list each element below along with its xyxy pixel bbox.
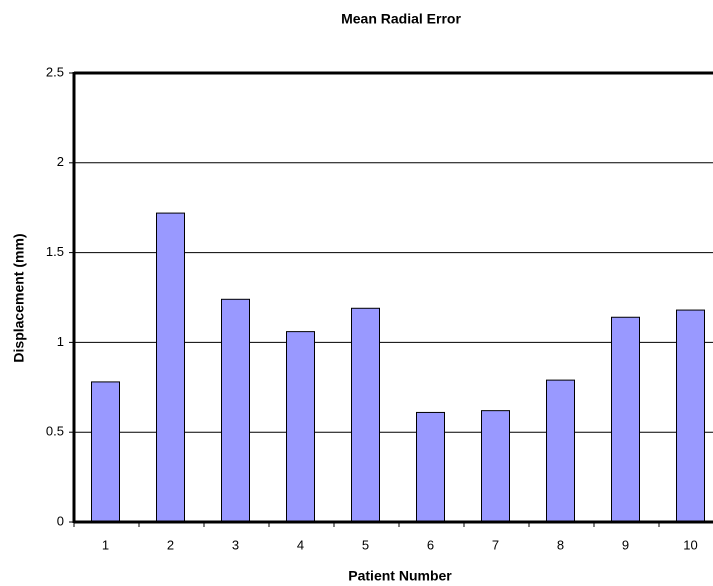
bar [546,379,575,523]
bar [91,381,120,523]
x-tick-label: 6 [427,537,434,552]
bar [351,307,380,523]
x-tick-label: 3 [232,537,239,552]
x-tick-label: 9 [622,537,629,552]
y-axis-label: Displacement (mm) [11,233,27,362]
bar [676,309,705,523]
x-tick-label: 8 [557,537,564,552]
y-tick-label: 2.5 [46,64,64,79]
x-tick-label: 4 [297,537,304,552]
chart-title: Mean Radial Error [341,11,461,27]
bar [481,410,510,523]
x-tick-label: 2 [167,537,174,552]
bar [156,212,185,523]
y-tick-label: 1 [57,334,64,349]
x-tick-label: 10 [683,537,697,552]
y-tick-label: 2 [57,154,64,169]
x-tick-label: 1 [102,537,109,552]
bar [221,298,250,523]
x-axis-label: Patient Number [348,568,452,584]
y-tick-label: 0 [57,513,64,528]
bar [416,411,445,523]
bar [286,331,315,523]
y-tick-label: 0.5 [46,424,64,439]
bar [611,316,640,523]
y-tick-label: 1.5 [46,244,64,259]
x-tick-label: 5 [362,537,369,552]
x-tick-label: 7 [492,537,499,552]
